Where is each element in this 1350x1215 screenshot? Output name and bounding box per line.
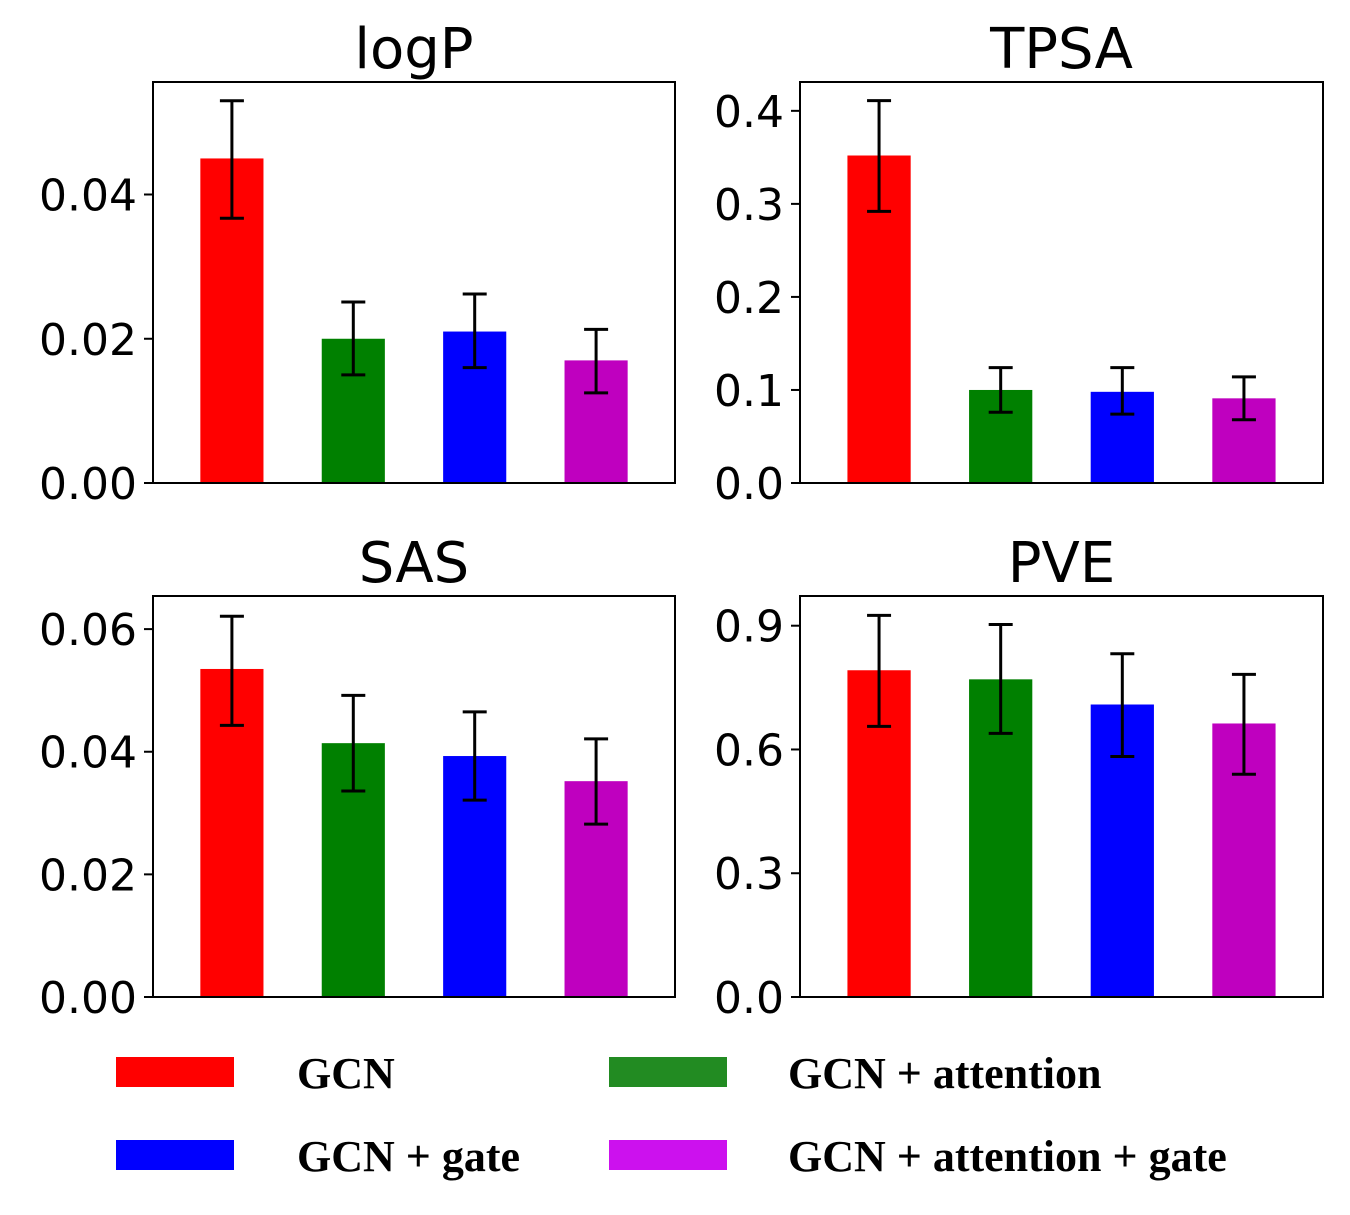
y-tick-label: 0.04 (39, 171, 137, 222)
error-bar (988, 622, 1013, 735)
panel-title: PVE (1008, 531, 1115, 596)
y-tick-label: 0.00 (39, 973, 137, 1024)
y-tick-label: 0.02 (39, 850, 137, 901)
y-tick-label: 0.0 (714, 459, 784, 510)
legend-swatch (116, 1140, 234, 1170)
y-tick-label: 0.4 (714, 87, 784, 138)
y-tick-label: 0.00 (39, 459, 137, 510)
y-tick-label: 0.02 (39, 315, 137, 366)
y-tick-label: 0.0 (714, 973, 784, 1024)
error-bar (219, 99, 244, 220)
error-bar (1231, 375, 1256, 422)
axes-frame (152, 81, 676, 484)
panel-tpsa: TPSA 0.0 0.1 0.2 0.3 0.4 (714, 17, 1324, 510)
legend-item-gcn-attention-gate: GCN + attention + gate (609, 1132, 1227, 1181)
y-tick-label: 0.3 (714, 180, 784, 231)
y-tick-label: 0.9 (714, 602, 784, 653)
legend-swatch (609, 1057, 727, 1087)
panel-sas: SAS 0.00 0.02 0.04 0.06 (39, 531, 676, 1024)
legend-item-gcn: GCN (116, 1049, 395, 1098)
error-bar (1110, 366, 1135, 416)
legend-label: GCN (297, 1049, 395, 1098)
error-bar (867, 613, 892, 728)
y-tick-label: 0.06 (39, 605, 137, 656)
legend-swatch (609, 1140, 727, 1170)
panel-title: SAS (359, 531, 469, 596)
y-tick-label: 0.2 (714, 273, 784, 324)
y-tick-label: 0.6 (714, 725, 784, 776)
error-bar (341, 693, 366, 793)
y-tick-label: 0.04 (39, 728, 137, 779)
panel-title: logP (354, 17, 473, 82)
error-bar (988, 366, 1013, 414)
panel-logp: logP 0.00 0.02 0.04 (39, 17, 676, 510)
legend-item-gcn-gate: GCN + gate (116, 1132, 520, 1181)
legend-label: GCN + gate (297, 1132, 520, 1181)
error-bar (1231, 672, 1256, 776)
error-bar (341, 300, 366, 377)
panel-pve: PVE 0.0 0.3 0.6 0.9 (714, 531, 1324, 1024)
legend-swatch (116, 1057, 234, 1087)
legend-label: GCN + attention (788, 1049, 1102, 1098)
legend: GCN GCN + attention GCN + gate GCN + attent… (116, 1049, 1227, 1181)
axes-frame (799, 81, 1324, 484)
legend-item-gcn-attention: GCN + attention (609, 1049, 1102, 1098)
error-bar (219, 614, 244, 727)
error-bar (584, 327, 609, 395)
panel-title: TPSA (989, 17, 1133, 82)
error-bar (867, 99, 892, 213)
error-bar (462, 292, 487, 370)
axes-frame (152, 595, 676, 998)
error-bar (584, 737, 609, 826)
error-bar (1110, 652, 1135, 758)
axes-frame (799, 595, 1324, 998)
y-tick-label: 0.1 (714, 366, 784, 417)
legend-label: GCN + attention + gate (788, 1132, 1227, 1181)
y-tick-label: 0.3 (714, 849, 784, 900)
error-bar (462, 710, 487, 802)
